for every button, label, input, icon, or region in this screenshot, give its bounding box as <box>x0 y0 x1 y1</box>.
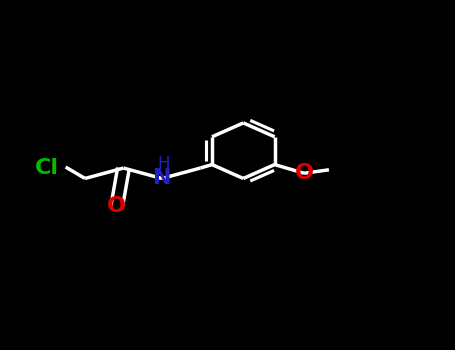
Text: N: N <box>153 168 171 188</box>
Text: O: O <box>107 196 126 216</box>
Text: H: H <box>157 155 170 173</box>
Text: O: O <box>294 163 313 183</box>
Text: Cl: Cl <box>35 158 59 178</box>
